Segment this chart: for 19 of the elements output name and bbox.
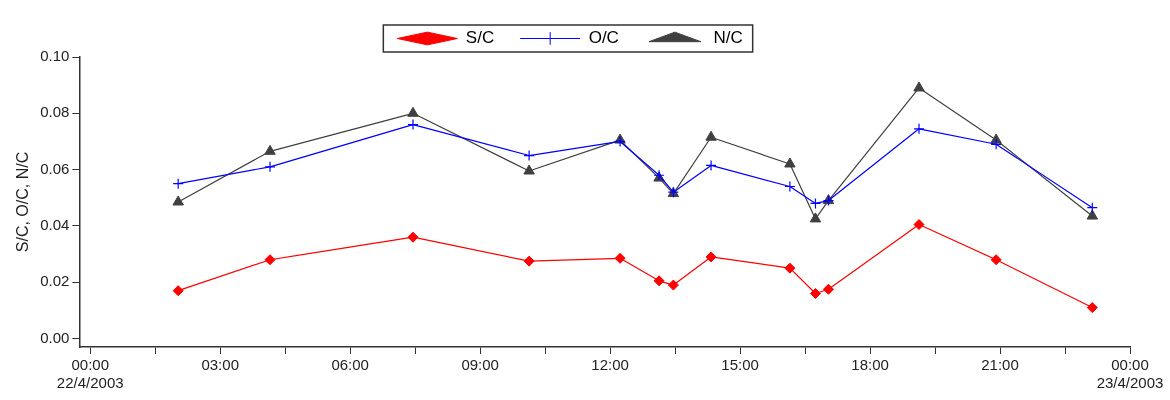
x-tick-label: 21:00: [981, 356, 1019, 374]
legend-label: N/C: [713, 28, 743, 48]
x-tick-label: 09:00: [461, 356, 499, 374]
y-tick-label: 0.02: [40, 272, 70, 290]
y-tick-label: 0.00: [40, 328, 70, 346]
y-tick-label: 0.08: [40, 103, 70, 121]
x-tick-label: 15:00: [721, 356, 759, 374]
x-tick-label: 18:00: [851, 356, 889, 374]
x-tick-label: 00:00 23/4/2003: [1096, 356, 1164, 392]
x-tick-label: 06:00: [331, 356, 369, 374]
y-tick-label: 0.06: [40, 159, 70, 177]
x-tick-label: 03:00: [201, 356, 239, 374]
x-tick-label: 00:00 22/4/2003: [56, 356, 124, 392]
y-tick-label: 0.10: [40, 47, 70, 65]
y-tick-label: 0.04: [40, 216, 70, 234]
x-tick-label: 12:00: [591, 356, 629, 374]
legend-label: S/C: [465, 28, 495, 48]
legend-label: O/C: [588, 28, 619, 48]
y-axis-title: S/C, O/C, N/C: [14, 151, 32, 253]
